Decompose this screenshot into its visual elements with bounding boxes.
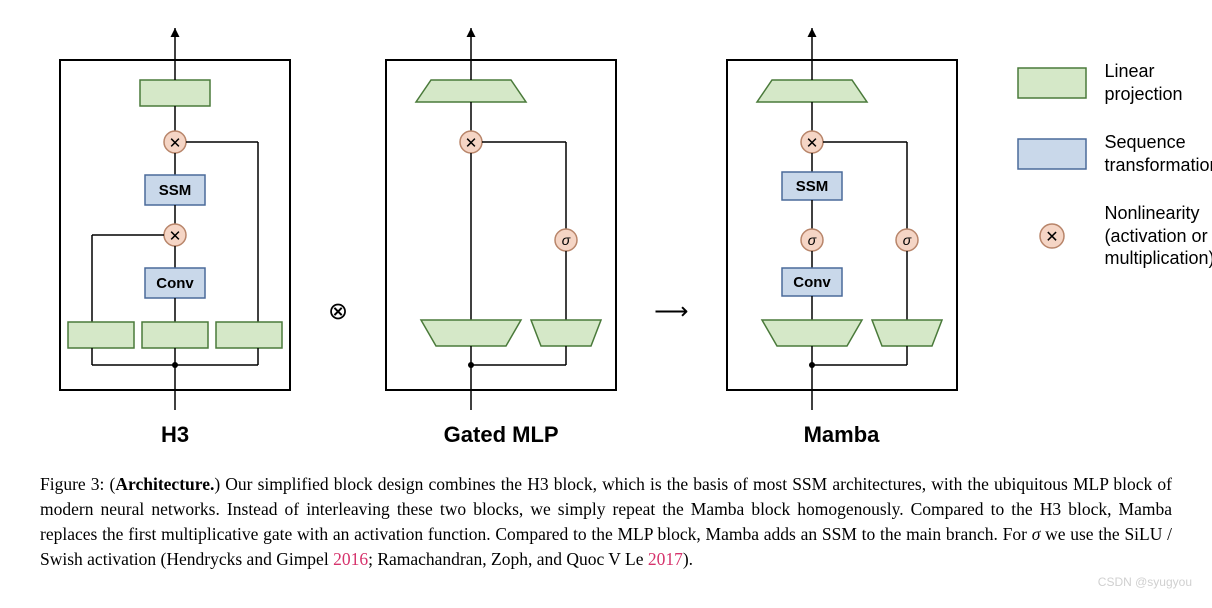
ref-2016: 2016	[333, 549, 368, 569]
mamba-svg: ✕ σ SSM σ Conv	[707, 20, 977, 410]
diagrams-row: ✕ SSM ✕ Conv	[40, 20, 1172, 448]
arrow-connector: ⟶	[636, 297, 706, 326]
mamba-ssm-label: SSM	[795, 178, 828, 195]
figure-container: ✕ SSM ✕ Conv	[0, 0, 1212, 458]
sigma-left: σ	[807, 232, 816, 248]
sigma-label: σ	[562, 232, 571, 248]
sequence-swatch	[1017, 138, 1087, 170]
watermark: CSDN @syugyou	[0, 575, 1212, 595]
mamba-label: Mamba	[804, 422, 880, 448]
fig-number: Figure 3:	[40, 474, 104, 494]
mamba-conv-label: Conv	[793, 274, 831, 291]
legend-nonlin-text: Nonlinearity(activation ormultiplication…	[1105, 202, 1212, 270]
caption-body4: ).	[683, 549, 693, 569]
gated-mlp-label: Gated MLP	[444, 422, 559, 448]
legend: Linearprojection Sequencetransformation …	[1017, 60, 1212, 270]
mamba-block: ✕ σ SSM σ Conv	[707, 20, 977, 448]
combine-connector: ⊗	[310, 297, 366, 326]
svg-text:✕: ✕	[465, 135, 478, 152]
svg-text:✕: ✕	[169, 135, 182, 152]
h3-block: ✕ SSM ✕ Conv	[40, 20, 310, 448]
linear-swatch	[1017, 67, 1087, 99]
conv-label: Conv	[156, 275, 194, 292]
svg-text:✕: ✕	[1045, 229, 1058, 246]
caption-arch: Architecture.	[115, 474, 214, 494]
h3-label: H3	[161, 422, 189, 448]
ssm-label: SSM	[159, 182, 192, 199]
legend-linear-text: Linearprojection	[1105, 60, 1183, 105]
legend-linear: Linearprojection	[1017, 60, 1212, 105]
legend-sequence-text: Sequencetransformation	[1105, 131, 1212, 176]
legend-nonlin: ✕ Nonlinearity(activation ormultiplicati…	[1017, 202, 1212, 270]
caption-body3: ; Ramachandran, Zoph, and Quoc V Le	[368, 549, 648, 569]
sigma-right: σ	[902, 232, 911, 248]
svg-text:✕: ✕	[805, 135, 818, 152]
gated-mlp-block: ✕ σ Gated MLP	[366, 20, 636, 448]
h3-svg: ✕ SSM ✕ Conv	[40, 20, 310, 410]
gated-mlp-svg: ✕ σ	[366, 20, 636, 410]
legend-sequence: Sequencetransformation	[1017, 131, 1212, 176]
ref-2017: 2017	[648, 549, 683, 569]
svg-text:✕: ✕	[169, 228, 182, 245]
nonlin-swatch: ✕	[1017, 220, 1087, 252]
figure-caption: Figure 3: (Architecture.) Our simplified…	[0, 458, 1212, 575]
